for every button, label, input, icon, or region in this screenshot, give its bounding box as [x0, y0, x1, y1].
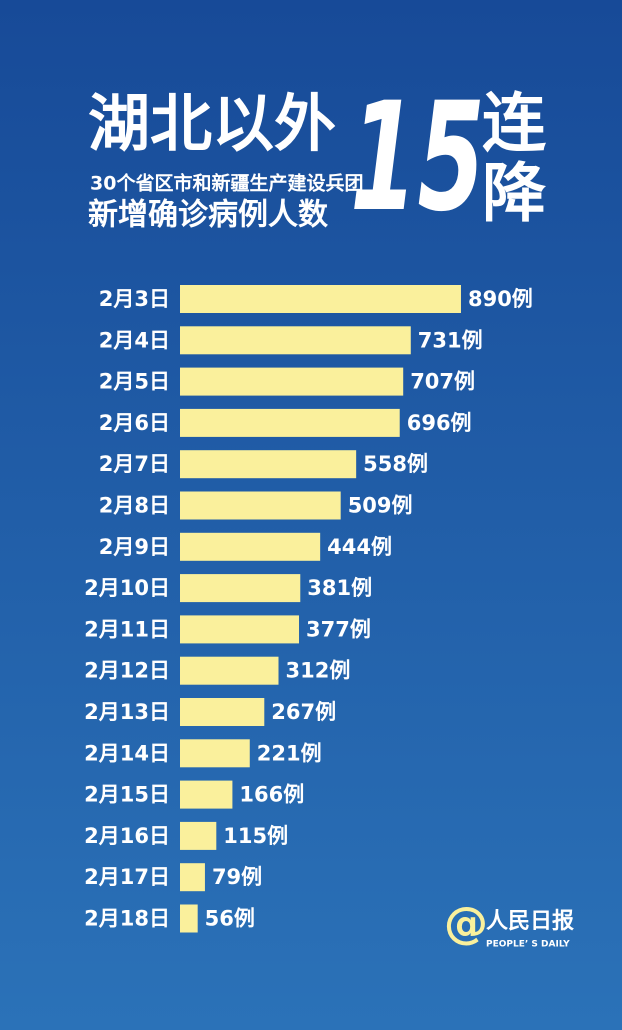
bar: [180, 739, 250, 768]
bar: [180, 574, 301, 603]
value-label: 56例: [205, 907, 255, 931]
title: 湖北以外: [88, 87, 336, 160]
bar: [180, 450, 357, 479]
category-label: 2月15日: [84, 783, 170, 807]
bar: [180, 285, 461, 313]
bar: [180, 821, 217, 850]
bar: [180, 656, 279, 685]
value-label: 267例: [271, 700, 336, 724]
value-label: 444例: [327, 535, 392, 559]
category-label: 2月5日: [99, 370, 170, 394]
bar: [180, 780, 233, 809]
category-label: 2月14日: [84, 741, 170, 765]
value-label: 558例: [363, 452, 428, 476]
bar: [180, 367, 404, 396]
value-label: 221例: [257, 741, 322, 765]
logo-name-en: PEOPLE’ S DAILY: [486, 940, 570, 950]
value-label: 381例: [307, 576, 372, 600]
category-label: 2月17日: [84, 865, 170, 889]
category-label: 2月10日: [84, 576, 170, 600]
category-label: 2月12日: [84, 659, 170, 683]
category-label: 2月13日: [84, 700, 170, 724]
bar: [180, 326, 411, 355]
badge-char: 连: [482, 88, 546, 162]
category-label: 2月7日: [99, 452, 170, 476]
value-label: 696例: [407, 411, 472, 435]
logo-mark: @: [444, 898, 488, 949]
category-label: 2月11日: [84, 617, 170, 641]
value-label: 509例: [348, 494, 413, 518]
value-label: 377例: [306, 617, 371, 641]
subtitle: 新增确诊病例人数: [88, 198, 329, 233]
logo: @ 人民日报 PEOPLE’ S DAILY: [444, 898, 574, 950]
bar: [180, 491, 341, 520]
badge-char: 降: [482, 158, 546, 232]
bar: [180, 863, 205, 892]
value-label: 79例: [212, 865, 262, 889]
category-label: 2月3日: [99, 287, 170, 311]
bar: [180, 408, 400, 437]
value-label: 731例: [418, 328, 483, 352]
category-label: 2月18日: [84, 907, 170, 931]
category-label: 2月16日: [84, 824, 170, 848]
category-label: 2月9日: [99, 535, 170, 559]
category-label: 2月4日: [99, 328, 170, 352]
bar: [180, 904, 198, 933]
logo-name: 人民日报: [486, 909, 574, 934]
subtitle: 30个省区市和新疆生产建设兵团: [90, 172, 363, 195]
bar: [180, 615, 300, 644]
bar: [180, 532, 321, 561]
category-label: 2月6日: [99, 411, 170, 435]
value-label: 115例: [223, 824, 288, 848]
badge-number: 15: [350, 71, 485, 245]
value-label: 312例: [285, 659, 350, 683]
value-label: 890例: [468, 287, 533, 311]
category-label: 2月8日: [99, 494, 170, 518]
bar: [180, 698, 265, 726]
value-label: 166例: [239, 783, 304, 807]
value-label: 707例: [410, 370, 475, 394]
